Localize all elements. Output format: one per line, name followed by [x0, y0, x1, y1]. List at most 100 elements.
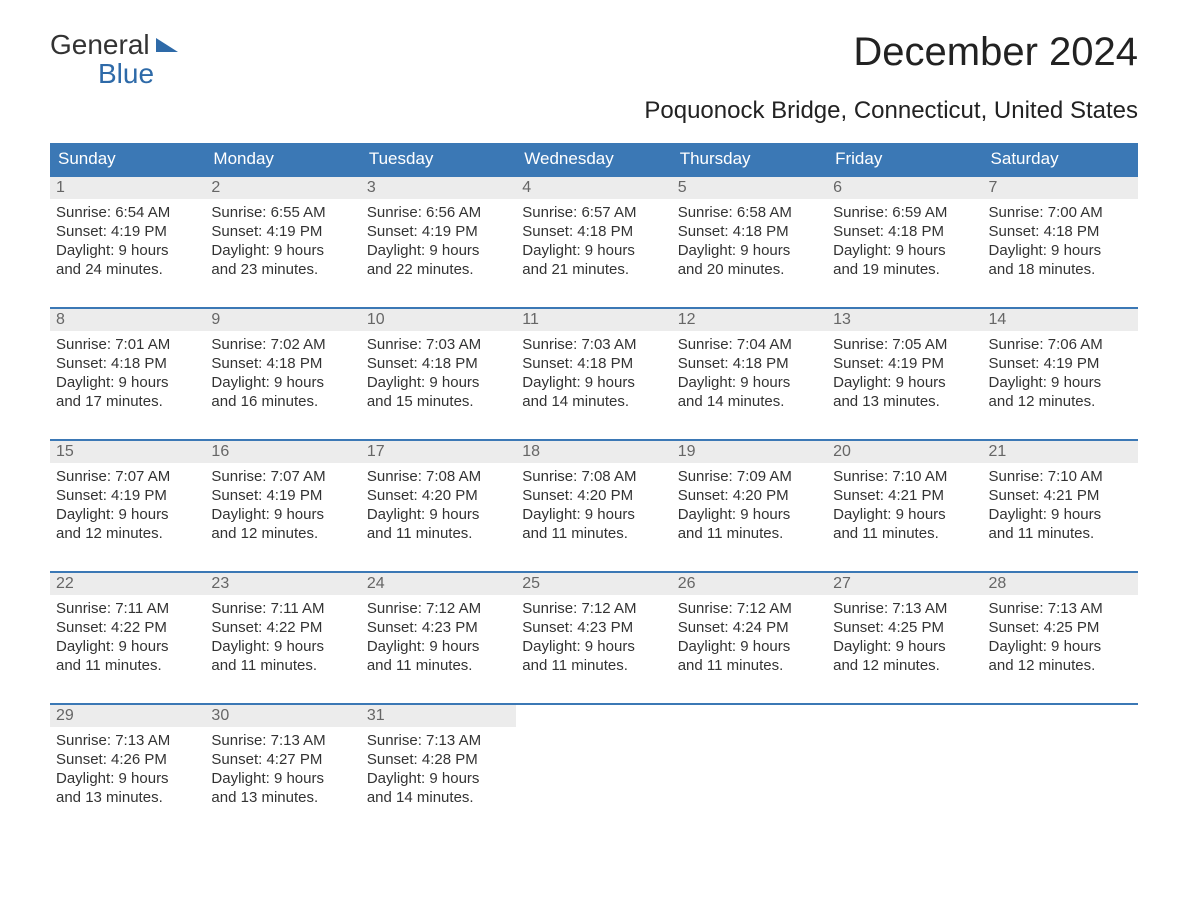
day-cell: 23Sunrise: 7:11 AMSunset: 4:22 PMDayligh… [205, 573, 360, 685]
sunrise-text: Sunrise: 7:05 AM [833, 335, 976, 354]
day-number: 30 [205, 705, 360, 727]
week-row: 8Sunrise: 7:01 AMSunset: 4:18 PMDaylight… [50, 307, 1138, 421]
sunset-text: Sunset: 4:26 PM [56, 750, 199, 769]
day-number: 2 [205, 177, 360, 199]
day-body: Sunrise: 7:13 AMSunset: 4:27 PMDaylight:… [205, 727, 360, 814]
sunrise-text: Sunrise: 7:12 AM [522, 599, 665, 618]
dl2-text: and 13 minutes. [211, 788, 354, 807]
sunset-text: Sunset: 4:21 PM [833, 486, 976, 505]
day-number: 4 [516, 177, 671, 199]
day-cell: 18Sunrise: 7:08 AMSunset: 4:20 PMDayligh… [516, 441, 671, 553]
dl1-text: Daylight: 9 hours [367, 637, 510, 656]
dl2-text: and 11 minutes. [211, 656, 354, 675]
dl2-text: and 11 minutes. [989, 524, 1132, 543]
sunrise-text: Sunrise: 7:08 AM [367, 467, 510, 486]
dl1-text: Daylight: 9 hours [989, 637, 1132, 656]
day-cell: 22Sunrise: 7:11 AMSunset: 4:22 PMDayligh… [50, 573, 205, 685]
dl1-text: Daylight: 9 hours [678, 241, 821, 260]
dl2-text: and 11 minutes. [522, 656, 665, 675]
day-cell: 31Sunrise: 7:13 AMSunset: 4:28 PMDayligh… [361, 705, 516, 817]
day-header: Saturday [983, 143, 1138, 175]
day-cell: 5Sunrise: 6:58 AMSunset: 4:18 PMDaylight… [672, 177, 827, 289]
day-header: Tuesday [361, 143, 516, 175]
sunrise-text: Sunrise: 7:13 AM [56, 731, 199, 750]
week-row: 29Sunrise: 7:13 AMSunset: 4:26 PMDayligh… [50, 703, 1138, 817]
day-number: 21 [983, 441, 1138, 463]
day-body: Sunrise: 6:56 AMSunset: 4:19 PMDaylight:… [361, 199, 516, 286]
sunset-text: Sunset: 4:18 PM [678, 354, 821, 373]
location-subtitle: Poquonock Bridge, Connecticut, United St… [50, 97, 1138, 125]
calendar-header-row: SundayMondayTuesdayWednesdayThursdayFrid… [50, 143, 1138, 175]
day-body: Sunrise: 7:04 AMSunset: 4:18 PMDaylight:… [672, 331, 827, 418]
sunset-text: Sunset: 4:25 PM [989, 618, 1132, 637]
sunrise-text: Sunrise: 7:06 AM [989, 335, 1132, 354]
dl1-text: Daylight: 9 hours [678, 373, 821, 392]
day-cell: 20Sunrise: 7:10 AMSunset: 4:21 PMDayligh… [827, 441, 982, 553]
dl2-text: and 14 minutes. [678, 392, 821, 411]
page-title: December 2024 [853, 30, 1138, 75]
day-number: 3 [361, 177, 516, 199]
sunrise-text: Sunrise: 7:13 AM [367, 731, 510, 750]
dl1-text: Daylight: 9 hours [833, 505, 976, 524]
sunset-text: Sunset: 4:19 PM [56, 222, 199, 241]
dl2-text: and 19 minutes. [833, 260, 976, 279]
day-body: Sunrise: 7:12 AMSunset: 4:23 PMDaylight:… [516, 595, 671, 682]
dl1-text: Daylight: 9 hours [211, 505, 354, 524]
sunset-text: Sunset: 4:21 PM [989, 486, 1132, 505]
day-number: 19 [672, 441, 827, 463]
day-cell: 19Sunrise: 7:09 AMSunset: 4:20 PMDayligh… [672, 441, 827, 553]
day-header: Wednesday [516, 143, 671, 175]
dl2-text: and 12 minutes. [56, 524, 199, 543]
day-number: 29 [50, 705, 205, 727]
day-cell: 3Sunrise: 6:56 AMSunset: 4:19 PMDaylight… [361, 177, 516, 289]
sunrise-text: Sunrise: 7:04 AM [678, 335, 821, 354]
dl2-text: and 11 minutes. [678, 524, 821, 543]
day-body: Sunrise: 7:11 AMSunset: 4:22 PMDaylight:… [50, 595, 205, 682]
day-body: Sunrise: 7:13 AMSunset: 4:25 PMDaylight:… [983, 595, 1138, 682]
day-cell: 28Sunrise: 7:13 AMSunset: 4:25 PMDayligh… [983, 573, 1138, 685]
sunset-text: Sunset: 4:18 PM [522, 354, 665, 373]
sunrise-text: Sunrise: 7:07 AM [211, 467, 354, 486]
dl2-text: and 11 minutes. [678, 656, 821, 675]
dl2-text: and 23 minutes. [211, 260, 354, 279]
day-body: Sunrise: 7:00 AMSunset: 4:18 PMDaylight:… [983, 199, 1138, 286]
dl2-text: and 17 minutes. [56, 392, 199, 411]
day-cell: 13Sunrise: 7:05 AMSunset: 4:19 PMDayligh… [827, 309, 982, 421]
sunset-text: Sunset: 4:22 PM [56, 618, 199, 637]
sunrise-text: Sunrise: 7:09 AM [678, 467, 821, 486]
day-body: Sunrise: 7:02 AMSunset: 4:18 PMDaylight:… [205, 331, 360, 418]
sunset-text: Sunset: 4:18 PM [522, 222, 665, 241]
day-number: 14 [983, 309, 1138, 331]
day-number: 20 [827, 441, 982, 463]
day-number: 13 [827, 309, 982, 331]
day-cell: 8Sunrise: 7:01 AMSunset: 4:18 PMDaylight… [50, 309, 205, 421]
day-body: Sunrise: 6:54 AMSunset: 4:19 PMDaylight:… [50, 199, 205, 286]
sunset-text: Sunset: 4:25 PM [833, 618, 976, 637]
calendar: SundayMondayTuesdayWednesdayThursdayFrid… [50, 143, 1138, 817]
empty-day-cell [827, 705, 982, 817]
dl2-text: and 11 minutes. [56, 656, 199, 675]
day-cell: 10Sunrise: 7:03 AMSunset: 4:18 PMDayligh… [361, 309, 516, 421]
sunset-text: Sunset: 4:18 PM [211, 354, 354, 373]
dl2-text: and 14 minutes. [522, 392, 665, 411]
logo-text-general: General [50, 30, 150, 59]
sunset-text: Sunset: 4:20 PM [678, 486, 821, 505]
dl2-text: and 12 minutes. [989, 656, 1132, 675]
empty-day-cell [516, 705, 671, 817]
empty-day-cell [672, 705, 827, 817]
dl2-text: and 11 minutes. [367, 656, 510, 675]
day-number: 9 [205, 309, 360, 331]
logo: General Blue [50, 30, 178, 89]
sunrise-text: Sunrise: 7:03 AM [367, 335, 510, 354]
day-body: Sunrise: 7:13 AMSunset: 4:26 PMDaylight:… [50, 727, 205, 814]
dl2-text: and 11 minutes. [522, 524, 665, 543]
day-number: 31 [361, 705, 516, 727]
sunrise-text: Sunrise: 7:13 AM [833, 599, 976, 618]
day-number: 6 [827, 177, 982, 199]
day-cell: 29Sunrise: 7:13 AMSunset: 4:26 PMDayligh… [50, 705, 205, 817]
day-number: 28 [983, 573, 1138, 595]
day-number: 18 [516, 441, 671, 463]
sunrise-text: Sunrise: 7:12 AM [367, 599, 510, 618]
sunset-text: Sunset: 4:19 PM [833, 354, 976, 373]
day-body: Sunrise: 7:07 AMSunset: 4:19 PMDaylight:… [205, 463, 360, 550]
